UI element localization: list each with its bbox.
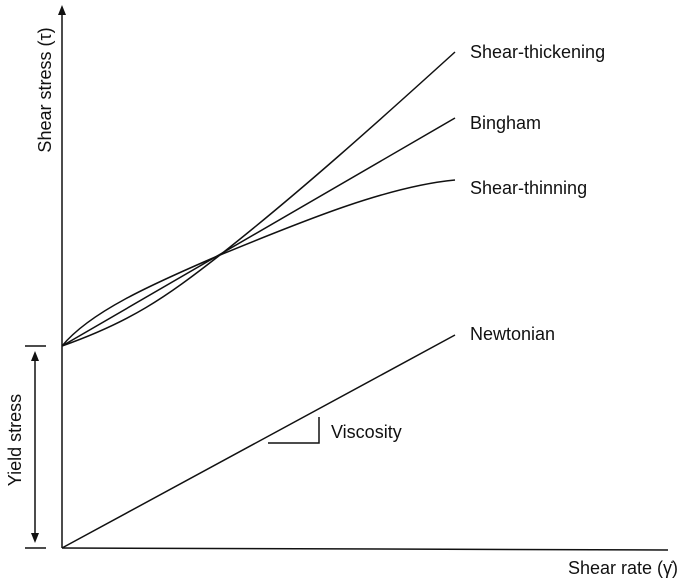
curve-label: Shear-thickening (470, 42, 605, 62)
viscosity-label: Viscosity (331, 422, 402, 442)
slope-triangle (268, 417, 320, 444)
newtonian-line (61, 334, 456, 549)
curve-label: Bingham (470, 113, 541, 133)
x-axis (61, 547, 669, 551)
shear-thinning-curve (61, 179, 456, 347)
curve-label: Shear-thinning (470, 178, 587, 198)
y-axis-label: Shear stress (τ) (35, 27, 55, 152)
yield-stress-label: Yield stress (5, 394, 25, 486)
curve-label: Newtonian (470, 324, 555, 344)
x-axis-label: Shear rate (γ̇) (568, 558, 678, 578)
bingham-line (61, 117, 456, 347)
shear-thickening-curve (61, 51, 456, 347)
